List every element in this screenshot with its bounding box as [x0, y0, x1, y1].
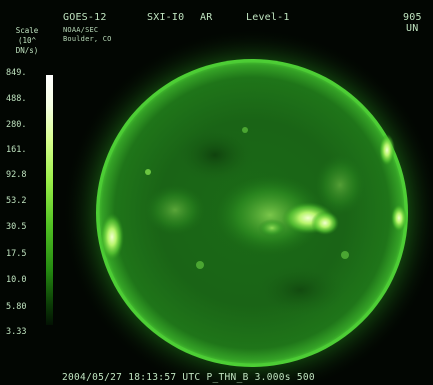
scale-title-line: (10^	[17, 36, 37, 45]
wavelength-unit: UN	[406, 23, 419, 34]
wavelength-value: 905	[403, 12, 422, 23]
scale-tick-label: 92.8	[6, 170, 27, 180]
scale-title: Scale (10^ DN/s)	[9, 26, 45, 56]
limb-active-region-east	[100, 213, 124, 261]
scale-tick-label: 10.0	[6, 275, 27, 285]
scale-title-line: DN/s)	[15, 46, 39, 55]
instrument-name: SXI-I0	[147, 12, 185, 23]
scale-tick-label: 280.	[6, 120, 27, 130]
satellite-name: GOES-12	[63, 12, 107, 23]
scale-title-line: Scale	[15, 26, 39, 35]
dark-region	[175, 127, 255, 183]
location-label: Boulder, CO	[63, 35, 112, 43]
active-region-bright	[311, 211, 339, 235]
timestamp: 2004/05/27 18:13:57 UTC	[62, 372, 201, 383]
region-label: AR	[200, 12, 213, 23]
active-region-diffuse	[215, 175, 325, 255]
level-label: Level-1	[246, 12, 290, 23]
scale-tick-label: 849.	[6, 68, 27, 78]
scale-tick-label: 161.	[6, 145, 27, 155]
image-caption: 2004/05/27 18:13:57 UTC P_THN_B 3.000s 5…	[62, 372, 315, 383]
scale-tick-label: 5.80	[6, 302, 27, 312]
scale-tick-label: 3.33	[6, 327, 27, 337]
color-scale-bar	[46, 75, 53, 325]
scale-tick-label: 17.5	[6, 249, 27, 259]
active-region-diffuse	[145, 185, 205, 235]
active-region-diffuse	[315, 155, 365, 215]
limb-active-region-west	[379, 134, 395, 166]
resolution-label: 500	[296, 372, 315, 383]
scale-tick-labels: 849. 488. 280. 161. 92.8 53.2 30.5 17.5 …	[6, 68, 42, 338]
filter-label: P_THN_B	[206, 372, 249, 383]
exposure-label: 3.000s	[254, 372, 291, 383]
scale-tick-label: 30.5	[6, 222, 27, 232]
scale-tick-label: 488.	[6, 94, 27, 104]
dark-region	[255, 265, 345, 315]
active-region-bright	[258, 219, 286, 237]
limb-active-region-west	[391, 204, 407, 232]
scale-tick-label: 53.2	[6, 196, 27, 206]
agency-label: NOAA/SEC	[63, 26, 99, 34]
